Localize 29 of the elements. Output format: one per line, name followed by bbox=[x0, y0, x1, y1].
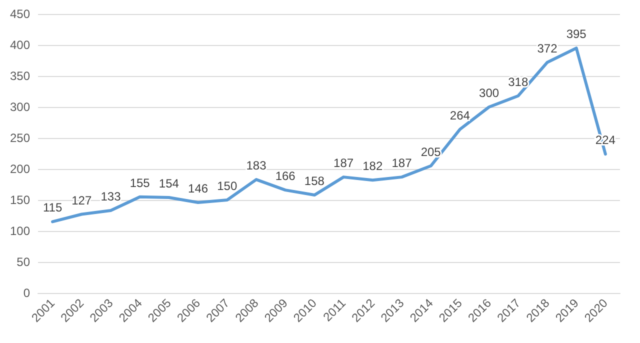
data-label: 372 bbox=[537, 41, 558, 56]
y-tick-label: 50 bbox=[16, 255, 30, 269]
data-label: 264 bbox=[450, 108, 470, 122]
y-tick-label: 0 bbox=[23, 286, 30, 300]
y-tick-label: 400 bbox=[10, 38, 30, 52]
data-label: 205 bbox=[420, 144, 442, 159]
data-label: 187 bbox=[392, 156, 412, 170]
y-tick-label: 200 bbox=[10, 162, 30, 176]
data-label: 133 bbox=[100, 190, 122, 204]
y-tick-label: 250 bbox=[10, 131, 30, 145]
data-label: 154 bbox=[158, 176, 180, 191]
data-label: 182 bbox=[362, 159, 383, 174]
data-label: 127 bbox=[72, 193, 92, 208]
data-label: 146 bbox=[188, 181, 208, 196]
data-label: 166 bbox=[275, 169, 296, 184]
y-tick-label: 100 bbox=[10, 224, 30, 238]
data-label: 183 bbox=[246, 158, 267, 173]
data-label: 395 bbox=[566, 27, 587, 42]
data-label: 318 bbox=[508, 74, 528, 89]
data-label: 155 bbox=[130, 176, 150, 190]
data-label: 115 bbox=[42, 200, 62, 215]
y-tick-label: 350 bbox=[10, 69, 30, 83]
data-label: 158 bbox=[304, 174, 325, 188]
data-label: 150 bbox=[217, 179, 238, 193]
y-tick-label: 150 bbox=[10, 193, 30, 207]
y-tick-label: 450 bbox=[10, 7, 30, 21]
y-tick-label: 300 bbox=[10, 100, 30, 114]
data-label: 187 bbox=[334, 156, 354, 170]
data-label: 300 bbox=[479, 86, 500, 100]
